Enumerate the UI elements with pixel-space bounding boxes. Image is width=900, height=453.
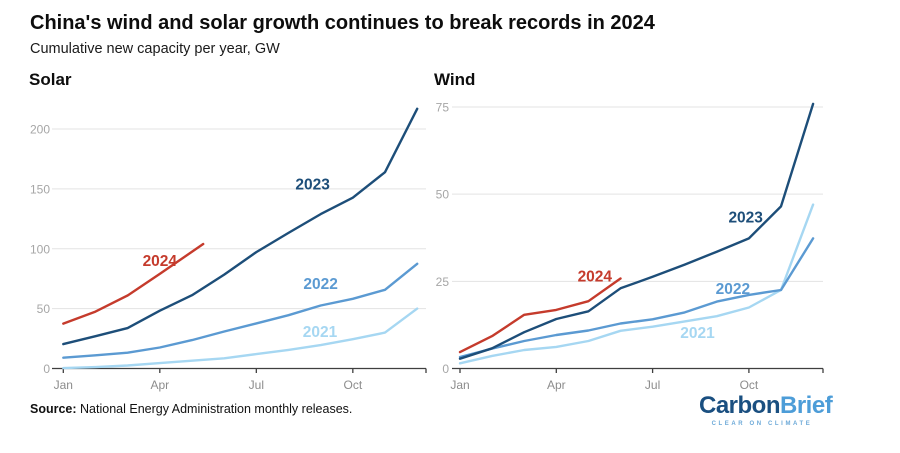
x-tick-label: Oct <box>343 378 362 392</box>
series-label-2022: 2022 <box>303 276 337 293</box>
carbonbrief-logo: CarbonBrief CLEAR ON CLIMATE <box>699 392 833 428</box>
series-label-2022: 2022 <box>716 281 750 298</box>
y-tick-label: 150 <box>30 182 50 196</box>
logo-brief-text: Brief <box>780 392 833 419</box>
series-line-2021 <box>458 203 815 365</box>
series-label-2021: 2021 <box>680 325 715 342</box>
source-note: Source: National Energy Administration m… <box>30 402 352 416</box>
series-line-2024 <box>62 242 205 325</box>
chart-wind: 0 25 50 75 Jan Apr Jul Oct 2021 2022 2023 2024 <box>436 100 824 392</box>
series-line-2022 <box>458 237 815 359</box>
source-label: Source: <box>30 402 77 416</box>
x-tick-label: Jan <box>54 378 73 392</box>
y-tick-label: 75 <box>436 100 450 114</box>
series-label-2024: 2024 <box>578 269 613 286</box>
y-tick-label: 0 <box>442 362 449 376</box>
series-label-2023: 2023 <box>295 177 330 194</box>
x-tick-label: Jul <box>249 378 264 392</box>
series-line-2023 <box>62 107 419 346</box>
series-line-2022 <box>62 262 419 359</box>
x-tick-label: Apr <box>150 378 169 392</box>
x-tick-label: Jan <box>450 378 469 392</box>
series-label-2021: 2021 <box>303 324 338 341</box>
series-line-2021 <box>62 307 419 370</box>
carbonbrief-logo-wordmark: CarbonBrief <box>699 392 833 419</box>
source-text: National Energy Administration monthly r… <box>76 402 353 416</box>
series-line-2023 <box>458 102 815 360</box>
y-tick-label: 100 <box>30 242 50 256</box>
page-subtitle: Cumulative new capacity per year, GW <box>30 41 280 57</box>
y-tick-label: 50 <box>436 188 450 202</box>
y-tick-label: 200 <box>30 123 50 137</box>
logo-tagline: CLEAR ON CLIMATE <box>711 421 813 427</box>
series-line-2024 <box>458 277 622 354</box>
y-tick-label: 0 <box>43 362 50 376</box>
x-tick-label: Apr <box>547 378 566 392</box>
series-label-2024: 2024 <box>143 253 178 270</box>
x-tick-label: Jul <box>645 378 660 392</box>
chart-solar: 0 50 100 150 200 Jan Apr Jul Oct 2021 2022 2023 2024 <box>30 107 427 392</box>
page-title: China's wind and solar growth continues … <box>30 12 655 34</box>
y-tick-label: 25 <box>436 275 450 289</box>
wind-chart-title: Wind <box>434 70 476 89</box>
y-tick-label: 50 <box>37 302 51 316</box>
series-label-2023: 2023 <box>728 209 763 226</box>
x-tick-label: Oct <box>740 378 759 392</box>
logo-carbon-text: Carbon <box>699 392 781 419</box>
solar-chart-title: Solar <box>29 70 72 89</box>
